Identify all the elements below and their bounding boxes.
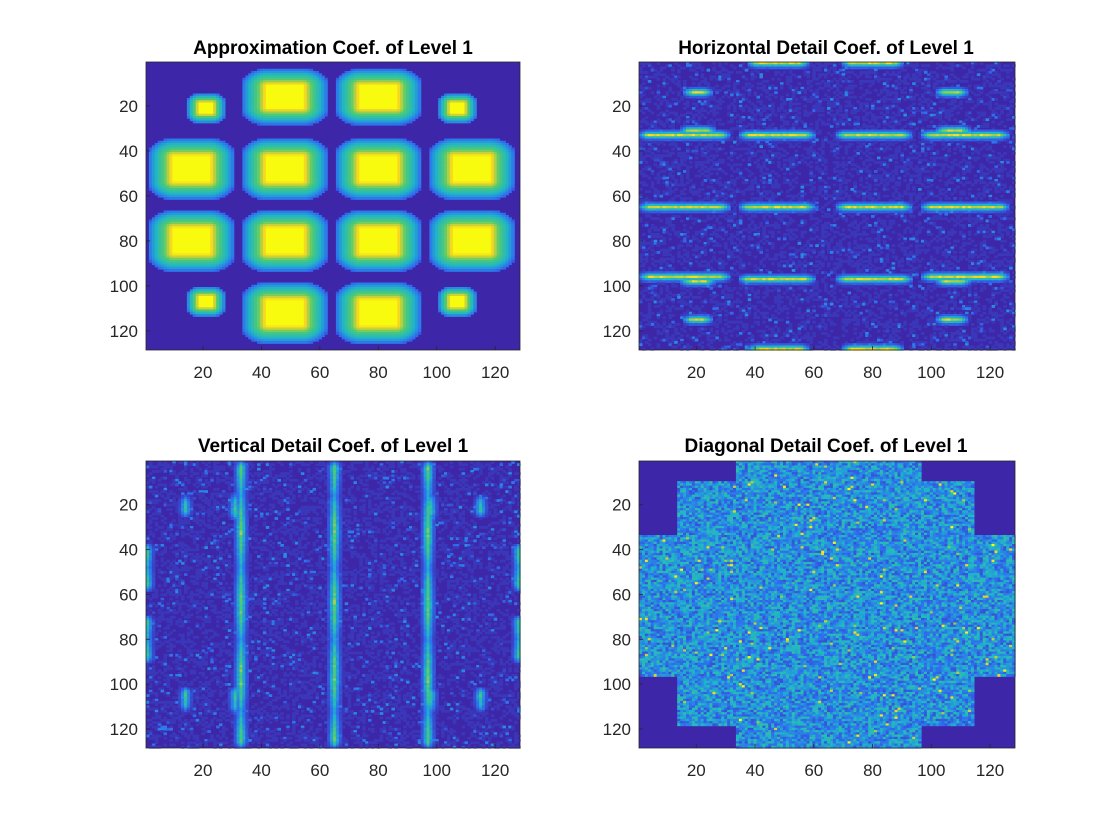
heatmap-cell — [310, 123, 314, 126]
heatmap-cell — [216, 121, 220, 124]
heatmap-cell — [467, 121, 471, 124]
heatmap-image — [146, 62, 520, 350]
subplot-title: Approximation Coef. of Level 1 — [193, 38, 473, 59]
subplot-approximation: Approximation Coef. of Level 1 20 40 60 80 1… — [110, 38, 520, 382]
heatmap-cell — [403, 123, 407, 126]
heatmap-cell — [315, 121, 319, 124]
heatmap-cell — [409, 121, 413, 124]
